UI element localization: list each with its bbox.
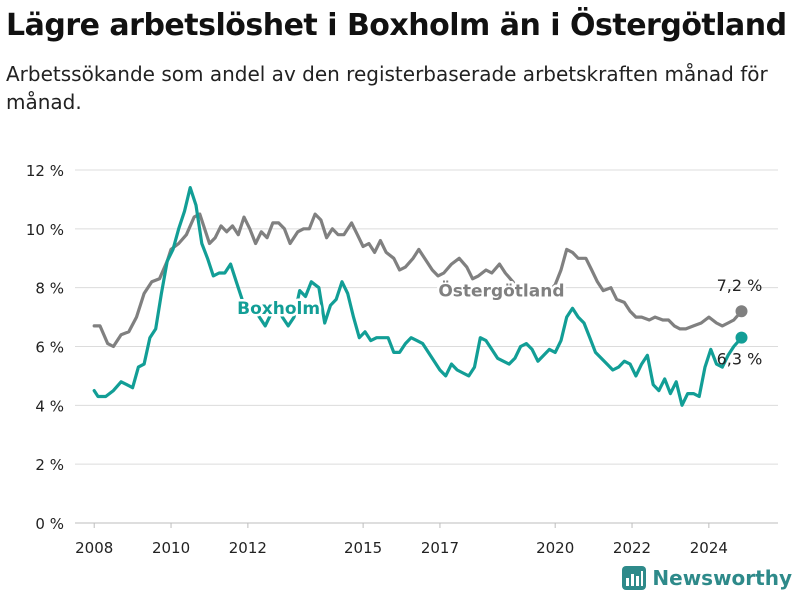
series-name-label--sterg-tland: Östergötland — [438, 279, 564, 301]
y-tick-label: 6 % — [35, 339, 64, 357]
y-tick-label: 0 % — [35, 515, 64, 533]
x-tick-label: 2020 — [536, 539, 574, 557]
y-tick-label: 4 % — [35, 397, 64, 415]
y-tick-label: 10 % — [26, 221, 64, 239]
series-line-boxholm — [92, 186, 744, 407]
x-tick-label: 2017 — [421, 539, 459, 557]
y-tick-label: 2 % — [35, 456, 64, 474]
x-tick-label: 2022 — [613, 539, 651, 557]
y-tick-label: 8 % — [35, 280, 64, 298]
end-point--sterg-tland — [735, 305, 748, 318]
bar-chart-logo-icon — [622, 566, 647, 590]
x-tick-label: 2012 — [229, 539, 267, 557]
x-tick-label: 2015 — [344, 539, 382, 557]
y-tick-label: 12 % — [26, 162, 64, 180]
x-tick-label: 2010 — [152, 539, 190, 557]
newsworthy-brand: Newsworthy — [622, 566, 792, 590]
x-tick-label: 2008 — [75, 539, 113, 557]
axis-layer: 0 % 2 % 4 % 6 % 8 % 10 % 12 % 2008 2010 2012 2015 2… — [26, 162, 728, 557]
series-name-label-boxholm: Boxholm — [237, 299, 320, 319]
x-tick-label: 2024 — [690, 539, 728, 557]
label-layer: 7,2 % 6,3 % Östergötland Boxholm — [235, 276, 763, 369]
chart-title: Lägre arbetslöshet i Boxholm än i Österg… — [6, 8, 787, 43]
grid-layer — [75, 169, 778, 524]
brand-name: Newsworthy — [652, 566, 792, 590]
chart-subtitle: Arbetssökande som andel av den registerb… — [6, 62, 768, 114]
end-label-boxholm: 6,3 % — [717, 350, 763, 369]
end-point-boxholm — [735, 331, 748, 344]
end-label--sterg-tland: 7,2 % — [717, 276, 763, 295]
series-layer — [92, 186, 748, 407]
series-line--sterg-tland — [92, 212, 744, 349]
